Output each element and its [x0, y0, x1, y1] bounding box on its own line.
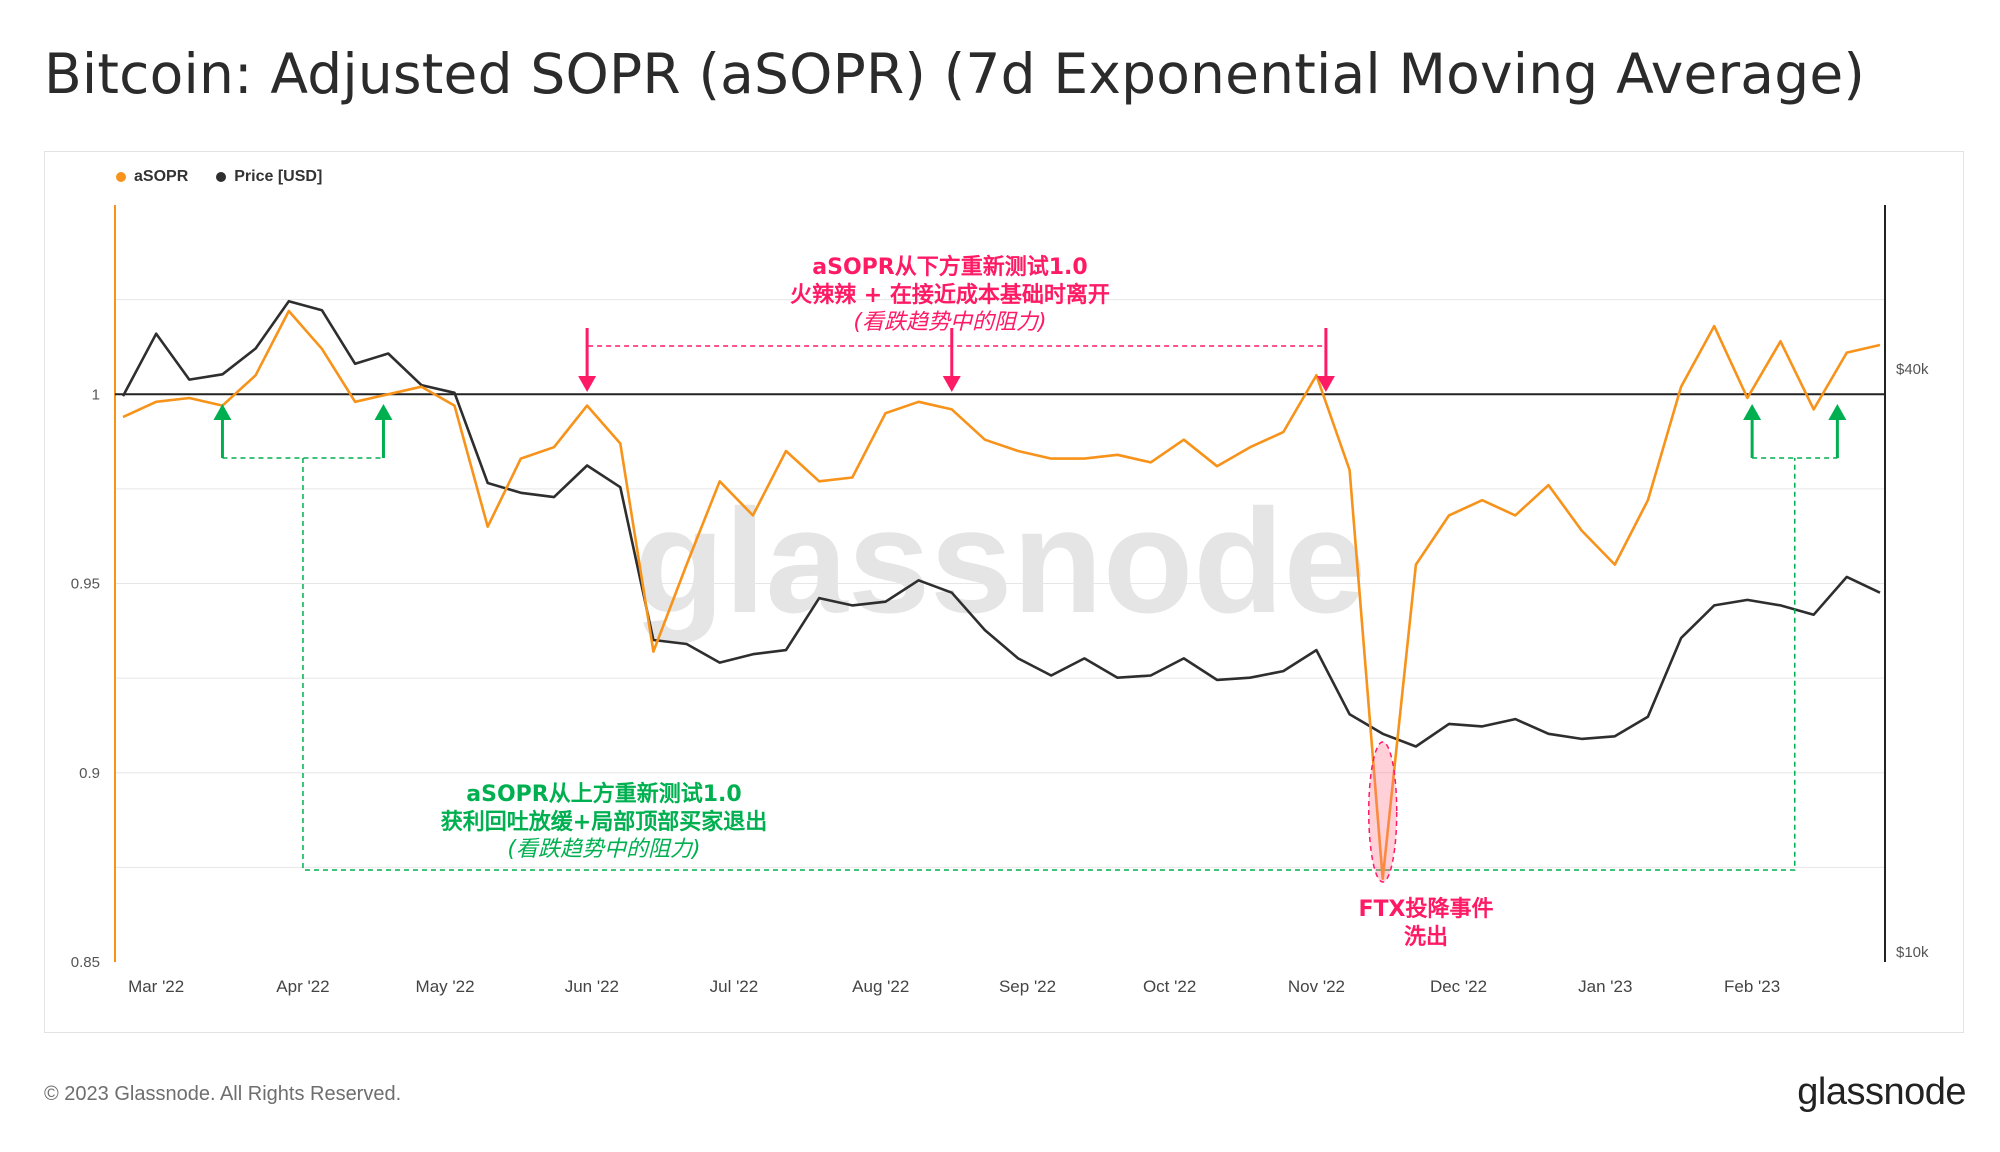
chart-frame	[44, 151, 1964, 1033]
annotation-ftx-line1: FTX投降事件	[1358, 897, 1494, 922]
x-tick-label: Jul '22	[710, 977, 759, 996]
legend-dot-price	[216, 172, 227, 182]
annotation-ftx: FTX投降事件 洗出	[1326, 896, 1526, 951]
annotation-top-line3: (看跌趋势中的阻力)	[853, 310, 1047, 335]
ftx-highlight-ellipse	[1367, 741, 1398, 883]
y-right-tick-label: $10k	[1896, 944, 1929, 961]
series-line-price	[121, 299, 1881, 748]
x-tick-label: Sep '22	[999, 977, 1056, 996]
legend-item-asopr[interactable]: aSOPR	[116, 168, 188, 186]
pink-arrow-head	[1316, 376, 1335, 392]
annotation-ftx-line2: 洗出	[1403, 924, 1448, 950]
y-right-tick-label: $40k	[1896, 361, 1929, 378]
green-arrow-head	[374, 404, 393, 420]
annotation-bottom-line3: (看跌趋势中的阻力)	[507, 837, 701, 862]
brand-logo: glassnode	[1797, 1071, 1966, 1113]
legend-label-asopr: aSOPR	[134, 168, 189, 185]
legend-item-price[interactable]: Price [USD]	[216, 168, 322, 186]
x-tick-label: Nov '22	[1288, 977, 1345, 996]
annotation-top-line1: aSOPR从下方重新测试1.0	[812, 255, 1088, 280]
annotation-bottom-line1: aSOPR从上方重新测试1.0	[466, 782, 742, 807]
green-arrow-head	[1828, 404, 1847, 420]
y-tick-label: 1	[92, 386, 100, 403]
legend-label-price: Price [USD]	[234, 168, 323, 185]
x-tick-label: Mar '22	[128, 977, 184, 996]
x-tick-label: Aug '22	[852, 977, 909, 996]
y-tick-label: 0.95	[71, 576, 100, 593]
annotation-bottom: aSOPR从上方重新测试1.0 获利回吐放缓+局部顶部买家退出 (看跌趋势中的阻…	[404, 781, 804, 864]
annotation-top: aSOPR从下方重新测试1.0 火辣辣 + 在接近成本基础时离开 (看跌趋势中的…	[722, 254, 1178, 337]
x-tick-label: Feb '23	[1724, 977, 1780, 996]
x-tick-label: May '22	[416, 977, 475, 996]
green-arrow-head	[213, 404, 232, 420]
pink-bracket	[586, 345, 1327, 354]
series-line-asopr	[122, 309, 1881, 880]
x-tick-label: Jan '23	[1578, 977, 1632, 996]
watermark: glassnode	[634, 479, 1366, 644]
x-tick-label: Dec '22	[1430, 977, 1487, 996]
y-tick-label: 0.85	[71, 954, 100, 971]
legend-dot-asopr	[116, 172, 126, 182]
green-connector	[302, 458, 1796, 871]
x-tick-label: Oct '22	[1143, 977, 1196, 996]
x-tick-label: Apr '22	[276, 977, 329, 996]
copyright: © 2023 Glassnode. All Rights Reserved.	[44, 1083, 402, 1105]
x-tick-label: Jun '22	[565, 977, 619, 996]
pink-arrow-head	[942, 376, 961, 392]
pink-arrow-head	[578, 376, 597, 392]
legend: aSOPR Price [USD]	[116, 168, 322, 186]
green-arrow-head	[1743, 404, 1762, 420]
y-tick-label: 0.9	[79, 765, 100, 782]
annotation-top-line2: 火辣辣 + 在接近成本基础时离开	[790, 282, 1110, 308]
chart-title: Bitcoin: Adjusted SOPR (aSOPR) (7d Expon…	[44, 42, 1866, 106]
gridlines	[115, 299, 1885, 868]
annotation-bottom-line2: 获利回吐放缓+局部顶部买家退出	[440, 809, 768, 835]
